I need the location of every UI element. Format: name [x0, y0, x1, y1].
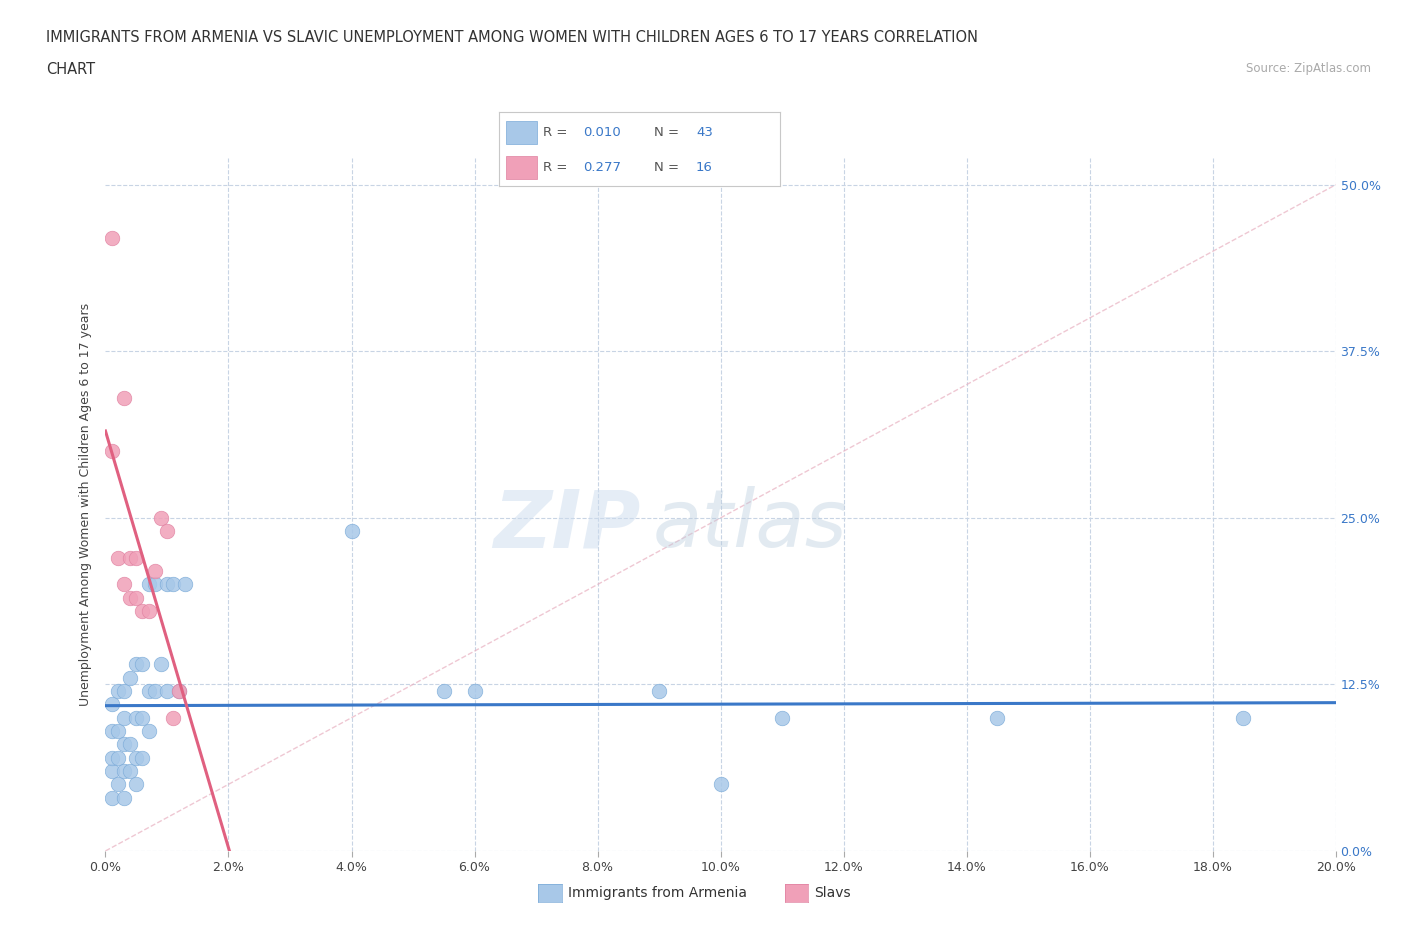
FancyBboxPatch shape [506, 156, 537, 179]
Point [100, 764, 122, 778]
Text: Immigrants from Armenia: Immigrants from Armenia [568, 885, 747, 900]
Point [138, 604, 160, 618]
Text: 0.277: 0.277 [583, 161, 621, 174]
Text: IMMIGRANTS FROM ARMENIA VS SLAVIC UNEMPLOYMENT AMONG WOMEN WITH CHILDREN AGES 6 : IMMIGRANTS FROM ARMENIA VS SLAVIC UNEMPL… [46, 30, 979, 45]
Point [156, 577, 179, 591]
Point [986, 711, 1008, 725]
Point [120, 551, 141, 565]
Point [112, 391, 135, 405]
Point [107, 551, 129, 565]
Point [107, 777, 129, 791]
Text: R =: R = [543, 161, 571, 174]
Point [125, 551, 148, 565]
Point [162, 711, 184, 725]
Point [100, 231, 122, 246]
Point [156, 684, 179, 698]
Text: N =: N = [654, 126, 683, 139]
Point [112, 684, 135, 698]
Point [112, 711, 135, 725]
Text: CHART: CHART [46, 62, 96, 77]
Point [770, 711, 793, 725]
Point [120, 671, 141, 685]
Point [143, 684, 166, 698]
Point [464, 684, 486, 698]
Text: N =: N = [654, 161, 683, 174]
Point [125, 777, 148, 791]
Point [125, 751, 148, 765]
Text: Source: ZipAtlas.com: Source: ZipAtlas.com [1246, 62, 1371, 75]
Point [131, 604, 153, 618]
Point [100, 444, 122, 458]
Point [149, 657, 172, 671]
Point [100, 751, 122, 765]
Point [143, 577, 166, 591]
Point [138, 724, 160, 738]
Point [125, 711, 148, 725]
Point [340, 524, 363, 538]
Text: Slavs: Slavs [814, 885, 851, 900]
Point [149, 511, 172, 525]
Text: ZIP: ZIP [494, 486, 641, 565]
Point [156, 524, 179, 538]
Point [174, 577, 197, 591]
Point [120, 737, 141, 751]
Point [125, 591, 148, 605]
Point [433, 684, 456, 698]
Text: 16: 16 [696, 161, 713, 174]
Point [125, 657, 148, 671]
Point [100, 724, 122, 738]
Text: atlas: atlas [652, 486, 848, 565]
Point [143, 564, 166, 578]
Point [131, 657, 153, 671]
Point [100, 790, 122, 805]
Point [107, 684, 129, 698]
Text: 0.010: 0.010 [583, 126, 621, 139]
Point [100, 697, 122, 711]
Point [710, 777, 733, 791]
Point [112, 790, 135, 805]
Point [112, 737, 135, 751]
Text: R =: R = [543, 126, 571, 139]
Point [107, 751, 129, 765]
Point [162, 577, 184, 591]
Point [112, 577, 135, 591]
Point [131, 751, 153, 765]
Point [112, 764, 135, 778]
FancyBboxPatch shape [506, 121, 537, 143]
Y-axis label: Unemployment Among Women with Children Ages 6 to 17 years: Unemployment Among Women with Children A… [79, 303, 93, 706]
Point [120, 764, 141, 778]
Point [107, 724, 129, 738]
Point [169, 684, 191, 698]
Point [138, 577, 160, 591]
Text: 43: 43 [696, 126, 713, 139]
Point [138, 684, 160, 698]
Point [1232, 711, 1254, 725]
Point [648, 684, 671, 698]
Point [131, 711, 153, 725]
Point [120, 591, 141, 605]
Point [169, 684, 191, 698]
